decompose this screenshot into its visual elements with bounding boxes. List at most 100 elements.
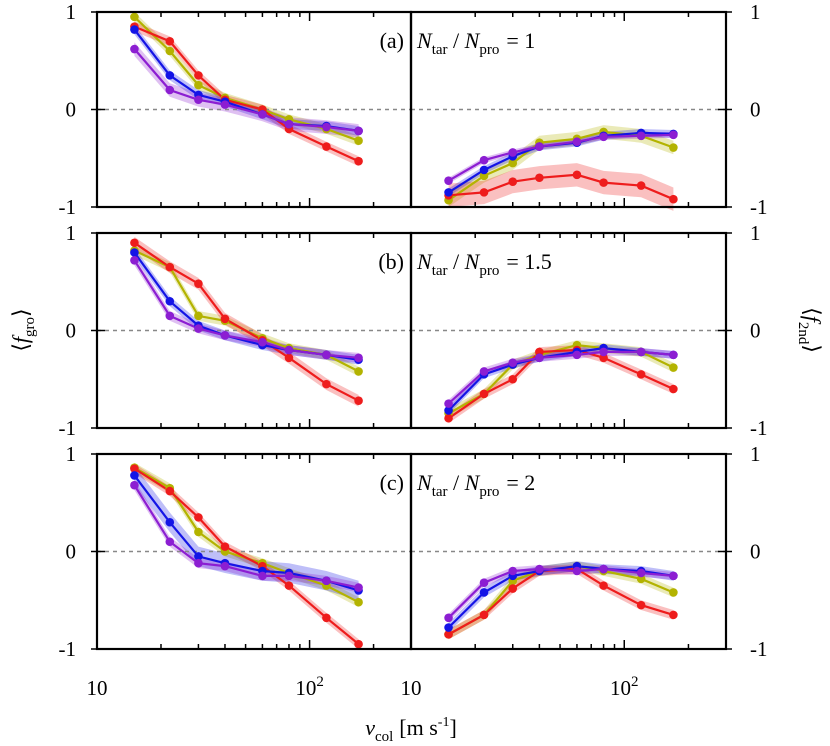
x-tick-base: 10 — [295, 676, 316, 700]
annot-num: N — [416, 28, 433, 53]
data-point-yellow — [354, 367, 363, 376]
data-point-purple — [258, 337, 267, 347]
band-blue — [448, 344, 674, 415]
data-point-red — [572, 170, 582, 180]
data-point-purple — [479, 578, 489, 587]
data-point-blue — [130, 471, 139, 480]
data-point-purple — [669, 130, 678, 140]
data-point-blue — [479, 588, 489, 597]
band-purple — [448, 565, 674, 622]
data-point-yellow — [194, 311, 203, 321]
data-point-red — [220, 314, 230, 324]
series-lines-layer — [133, 16, 674, 645]
x-tick-base: 10 — [87, 676, 108, 700]
data-point-red — [165, 36, 175, 46]
annot-sep: / — [448, 28, 465, 53]
y-tick-label-right: 0 — [750, 98, 761, 122]
y-axis-title-left: ⟨fgro⟩ — [8, 308, 38, 351]
data-point-purple — [636, 131, 646, 141]
data-point-purple — [258, 110, 267, 119]
series-line-purple — [133, 484, 359, 589]
data-point-purple — [508, 148, 518, 157]
data-point-purple — [444, 176, 453, 185]
text-layer: 1 10 0-1 -1(a) Ntar / Npro = 11 10 0-1 -1(b) Ntar… — [8, 0, 825, 745]
band-blue — [134, 465, 359, 601]
y-tick-label-right: 0 — [750, 319, 761, 343]
angle-close: ⟩ — [800, 344, 825, 353]
data-point-red — [354, 156, 363, 166]
data-point-red — [508, 177, 518, 186]
data-point-blue — [130, 25, 139, 34]
data-point-purple — [572, 350, 582, 360]
x-axis-unit-exp: -1 — [438, 715, 450, 730]
data-point-purple — [165, 85, 175, 95]
data-point-red — [636, 181, 646, 190]
band-yellow — [448, 340, 674, 419]
data-point-red — [322, 613, 331, 623]
data-point-red — [479, 188, 489, 197]
x-tick-label: 10 — [401, 676, 422, 700]
panel-label: (a) — [380, 28, 404, 53]
data-point-purple — [322, 576, 331, 586]
data-point-yellow — [669, 588, 678, 597]
data-point-blue — [130, 248, 139, 257]
data-point-purple — [220, 100, 230, 109]
data-point-purple — [322, 122, 331, 132]
axis-ticks-layer — [91, 11, 732, 650]
series-line-purple — [447, 567, 674, 619]
data-point-purple — [284, 119, 294, 129]
y-tick-label-left: 0 — [66, 319, 77, 343]
y-tick-label-right: 1 — [750, 442, 761, 466]
data-point-red — [322, 379, 331, 389]
data-point-purple — [508, 358, 518, 367]
x-tick-base: 10 — [610, 676, 631, 700]
data-point-purple — [194, 95, 203, 105]
angle-open: ⟨ — [800, 307, 825, 316]
data-point-red — [284, 353, 294, 363]
x-tick-label: 102 — [295, 674, 324, 700]
data-point-red — [165, 486, 175, 496]
ratio-annotation: Ntar / Npro = 1 — [416, 28, 535, 58]
data-point-red — [508, 374, 518, 384]
data-point-purple — [354, 353, 363, 363]
data-point-red — [220, 542, 230, 551]
data-point-yellow — [130, 12, 139, 22]
y-tick-label-left: 0 — [66, 540, 77, 564]
y-tick-label-left: -1 — [59, 637, 77, 661]
data-point-purple — [220, 331, 230, 340]
data-point-purple — [130, 480, 139, 490]
data-point-purple — [284, 345, 294, 355]
y-tick-label-right: -1 — [750, 637, 768, 661]
data-point-purple — [669, 571, 678, 581]
series-line-red — [448, 173, 674, 201]
data-point-yellow — [508, 158, 518, 168]
annot-den: N — [464, 28, 481, 53]
data-point-purple — [444, 613, 453, 623]
band-purple — [134, 480, 359, 593]
y-tick-label-left: 0 — [66, 98, 77, 122]
annot-num: N — [416, 249, 433, 274]
series-line-red — [133, 25, 360, 163]
y-axis-title-left-var: f — [8, 334, 33, 343]
band-yellow — [448, 561, 674, 640]
data-point-yellow — [165, 46, 175, 56]
data-point-purple — [194, 558, 203, 568]
band-red — [448, 163, 674, 211]
data-point-yellow — [669, 363, 678, 372]
ratio-annotation: Ntar / Npro = 1.5 — [416, 249, 552, 279]
data-point-red — [194, 279, 203, 289]
band-blue — [448, 561, 674, 633]
ratio-annotation: Ntar / Npro = 2 — [416, 470, 535, 500]
data-point-red — [194, 513, 203, 522]
y-axis-title-right-sub: 2nd — [795, 322, 811, 345]
data-point-purple — [599, 347, 608, 357]
annot-den-sub: pro — [479, 263, 499, 279]
data-point-purple — [354, 583, 363, 592]
data-point-purple — [669, 350, 678, 360]
data-point-red — [479, 610, 489, 620]
data-point-purple — [165, 311, 175, 321]
data-point-purple — [508, 566, 518, 576]
x-axis-var: v — [365, 715, 375, 740]
series-line-red — [133, 241, 360, 402]
